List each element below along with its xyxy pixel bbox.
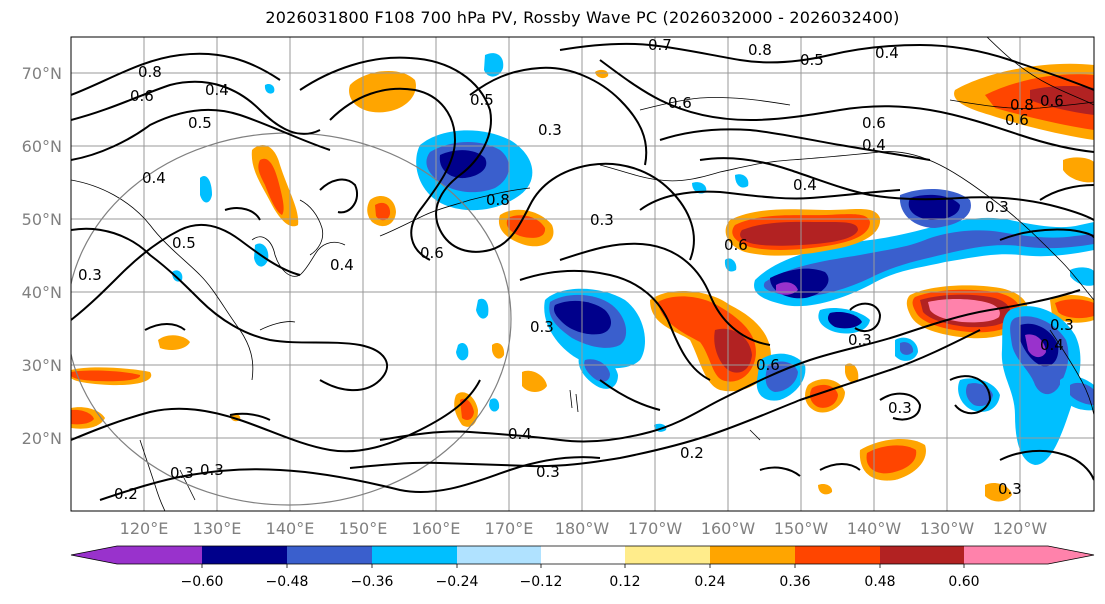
contour-label: 0.5 (800, 51, 824, 69)
map-gridlines (71, 37, 1094, 511)
contour-label: 0.3 (848, 331, 872, 349)
contour-label: 0.4 (142, 169, 166, 187)
colorbar-tick-label: −0.12 (520, 574, 563, 590)
lat-label: 50°N (22, 210, 62, 229)
pv-anomaly-fills (71, 53, 1094, 502)
contour-label: 0.4 (1040, 336, 1064, 354)
contour-label: 0.2 (114, 485, 138, 503)
colorbar-segment (202, 546, 287, 564)
contour-label: 0.5 (188, 114, 212, 132)
contour-label: 0.8 (748, 41, 772, 59)
reference-circle (71, 132, 512, 506)
map-title: 2026031800 F108 700 hPa PV, Rossby Wave … (265, 8, 900, 27)
contour-label: 0.6 (756, 356, 780, 374)
colorbar-tick-label: 0.12 (609, 574, 640, 590)
latitude-labels: 70°N 60°N 50°N 40°N 30°N 20°N (22, 64, 62, 448)
contour-label: 0.4 (793, 176, 817, 194)
lon-label: 120°W (993, 519, 1048, 538)
colorbar-tick-label: −0.24 (436, 574, 479, 590)
colorbar-tick-label: 0.48 (864, 574, 895, 590)
colorbar-tick-label: −0.60 (181, 574, 224, 590)
colorbar-tick-label: 0.36 (779, 574, 810, 590)
contour-label: 0.6 (130, 87, 154, 105)
lat-label: 70°N (22, 64, 62, 83)
contour-label: 0.3 (1050, 316, 1074, 334)
contour-label: 0.6 (1005, 111, 1029, 129)
lon-label: 140°E (266, 519, 315, 538)
lon-label: 160°W (701, 519, 756, 538)
colorbar-segment (964, 546, 1048, 564)
lon-label: 170°W (628, 519, 683, 538)
colorbar-outline (70, 545, 1095, 565)
contour-label: 0.8 (486, 191, 510, 209)
pv-contours (71, 42, 1094, 501)
contour-label: 0.6 (1040, 92, 1064, 110)
contour-label: 0.8 (138, 63, 162, 81)
contour-label: 0.4 (875, 44, 899, 62)
contour-label: 0.4 (330, 256, 354, 274)
contour-label: 0.6 (862, 114, 886, 132)
lon-label: 130°E (193, 519, 242, 538)
colorbar-tick-label: −0.48 (266, 574, 309, 590)
colorbar-segment (71, 546, 117, 564)
colorbar-segment (541, 546, 625, 564)
contour-label: 0.6 (420, 244, 444, 262)
colorbar-tick-label: 0.24 (694, 574, 725, 590)
contour-label: 0.3 (78, 266, 102, 284)
colorbar-segment (1048, 546, 1094, 564)
lon-label: 150°E (339, 519, 388, 538)
contour-label: 0.3 (538, 121, 562, 139)
contour-label: 0.3 (888, 399, 912, 417)
contour-label: 0.3 (985, 198, 1009, 216)
colorbar-segment (710, 546, 795, 564)
contour-label: 0.6 (724, 236, 748, 254)
lat-label: 60°N (22, 137, 62, 156)
colorbar-segment (117, 546, 202, 564)
contour-label: 0.8 (1010, 96, 1034, 114)
longitude-labels: 120°E 130°E 140°E 150°E 160°E 170°E 180°… (120, 519, 1048, 538)
lat-label: 30°N (22, 356, 62, 375)
colorbar-tick-label: −0.36 (351, 574, 394, 590)
contour-label: 0.3 (170, 464, 194, 482)
contour-label: 0.7 (648, 36, 672, 54)
lat-label: 40°N (22, 283, 62, 302)
contour-label: 0.3 (590, 211, 614, 229)
colorbar-segment (457, 546, 541, 564)
lon-label: 130°W (920, 519, 975, 538)
lat-label: 20°N (22, 429, 62, 448)
lon-label: 140°W (847, 519, 902, 538)
contour-label: 0.5 (470, 91, 494, 109)
colorbar-segment (287, 546, 372, 564)
colorbar-segment (625, 546, 710, 564)
contour-label: 0.4 (508, 425, 532, 443)
contour-label: 0.3 (536, 463, 560, 481)
lon-label: 160°E (412, 519, 461, 538)
lon-label: 120°E (120, 519, 169, 538)
colorbar-segment (795, 546, 880, 564)
colorbar: −0.60 −0.48 −0.36 −0.24 −0.12 0.12 0.24 … (70, 545, 1095, 590)
contour-label: 0.5 (172, 234, 196, 252)
map-layers: 0.8 0.6 0.5 0.4 0.3 0.7 0.8 0.5 0.4 0.6 … (71, 36, 1094, 511)
contour-label: 0.4 (862, 136, 886, 154)
contour-labels: 0.8 0.6 0.5 0.4 0.3 0.7 0.8 0.5 0.4 0.6 … (78, 36, 1074, 503)
contour-label: 0.3 (200, 461, 224, 479)
contour-label: 0.4 (205, 81, 229, 99)
lon-label: 150°W (774, 519, 829, 538)
colorbar-tick-label: 0.60 (948, 574, 979, 590)
lon-label: 170°E (485, 519, 534, 538)
contour-label: 0.2 (680, 444, 704, 462)
colorbar-segment (880, 546, 964, 564)
contour-label: 0.3 (530, 318, 554, 336)
lon-label: 180°W (555, 519, 610, 538)
contour-label: 0.3 (998, 480, 1022, 498)
colorbar-segment (372, 546, 457, 564)
contour-label: 0.6 (668, 94, 692, 112)
map-frame (70, 36, 1095, 512)
